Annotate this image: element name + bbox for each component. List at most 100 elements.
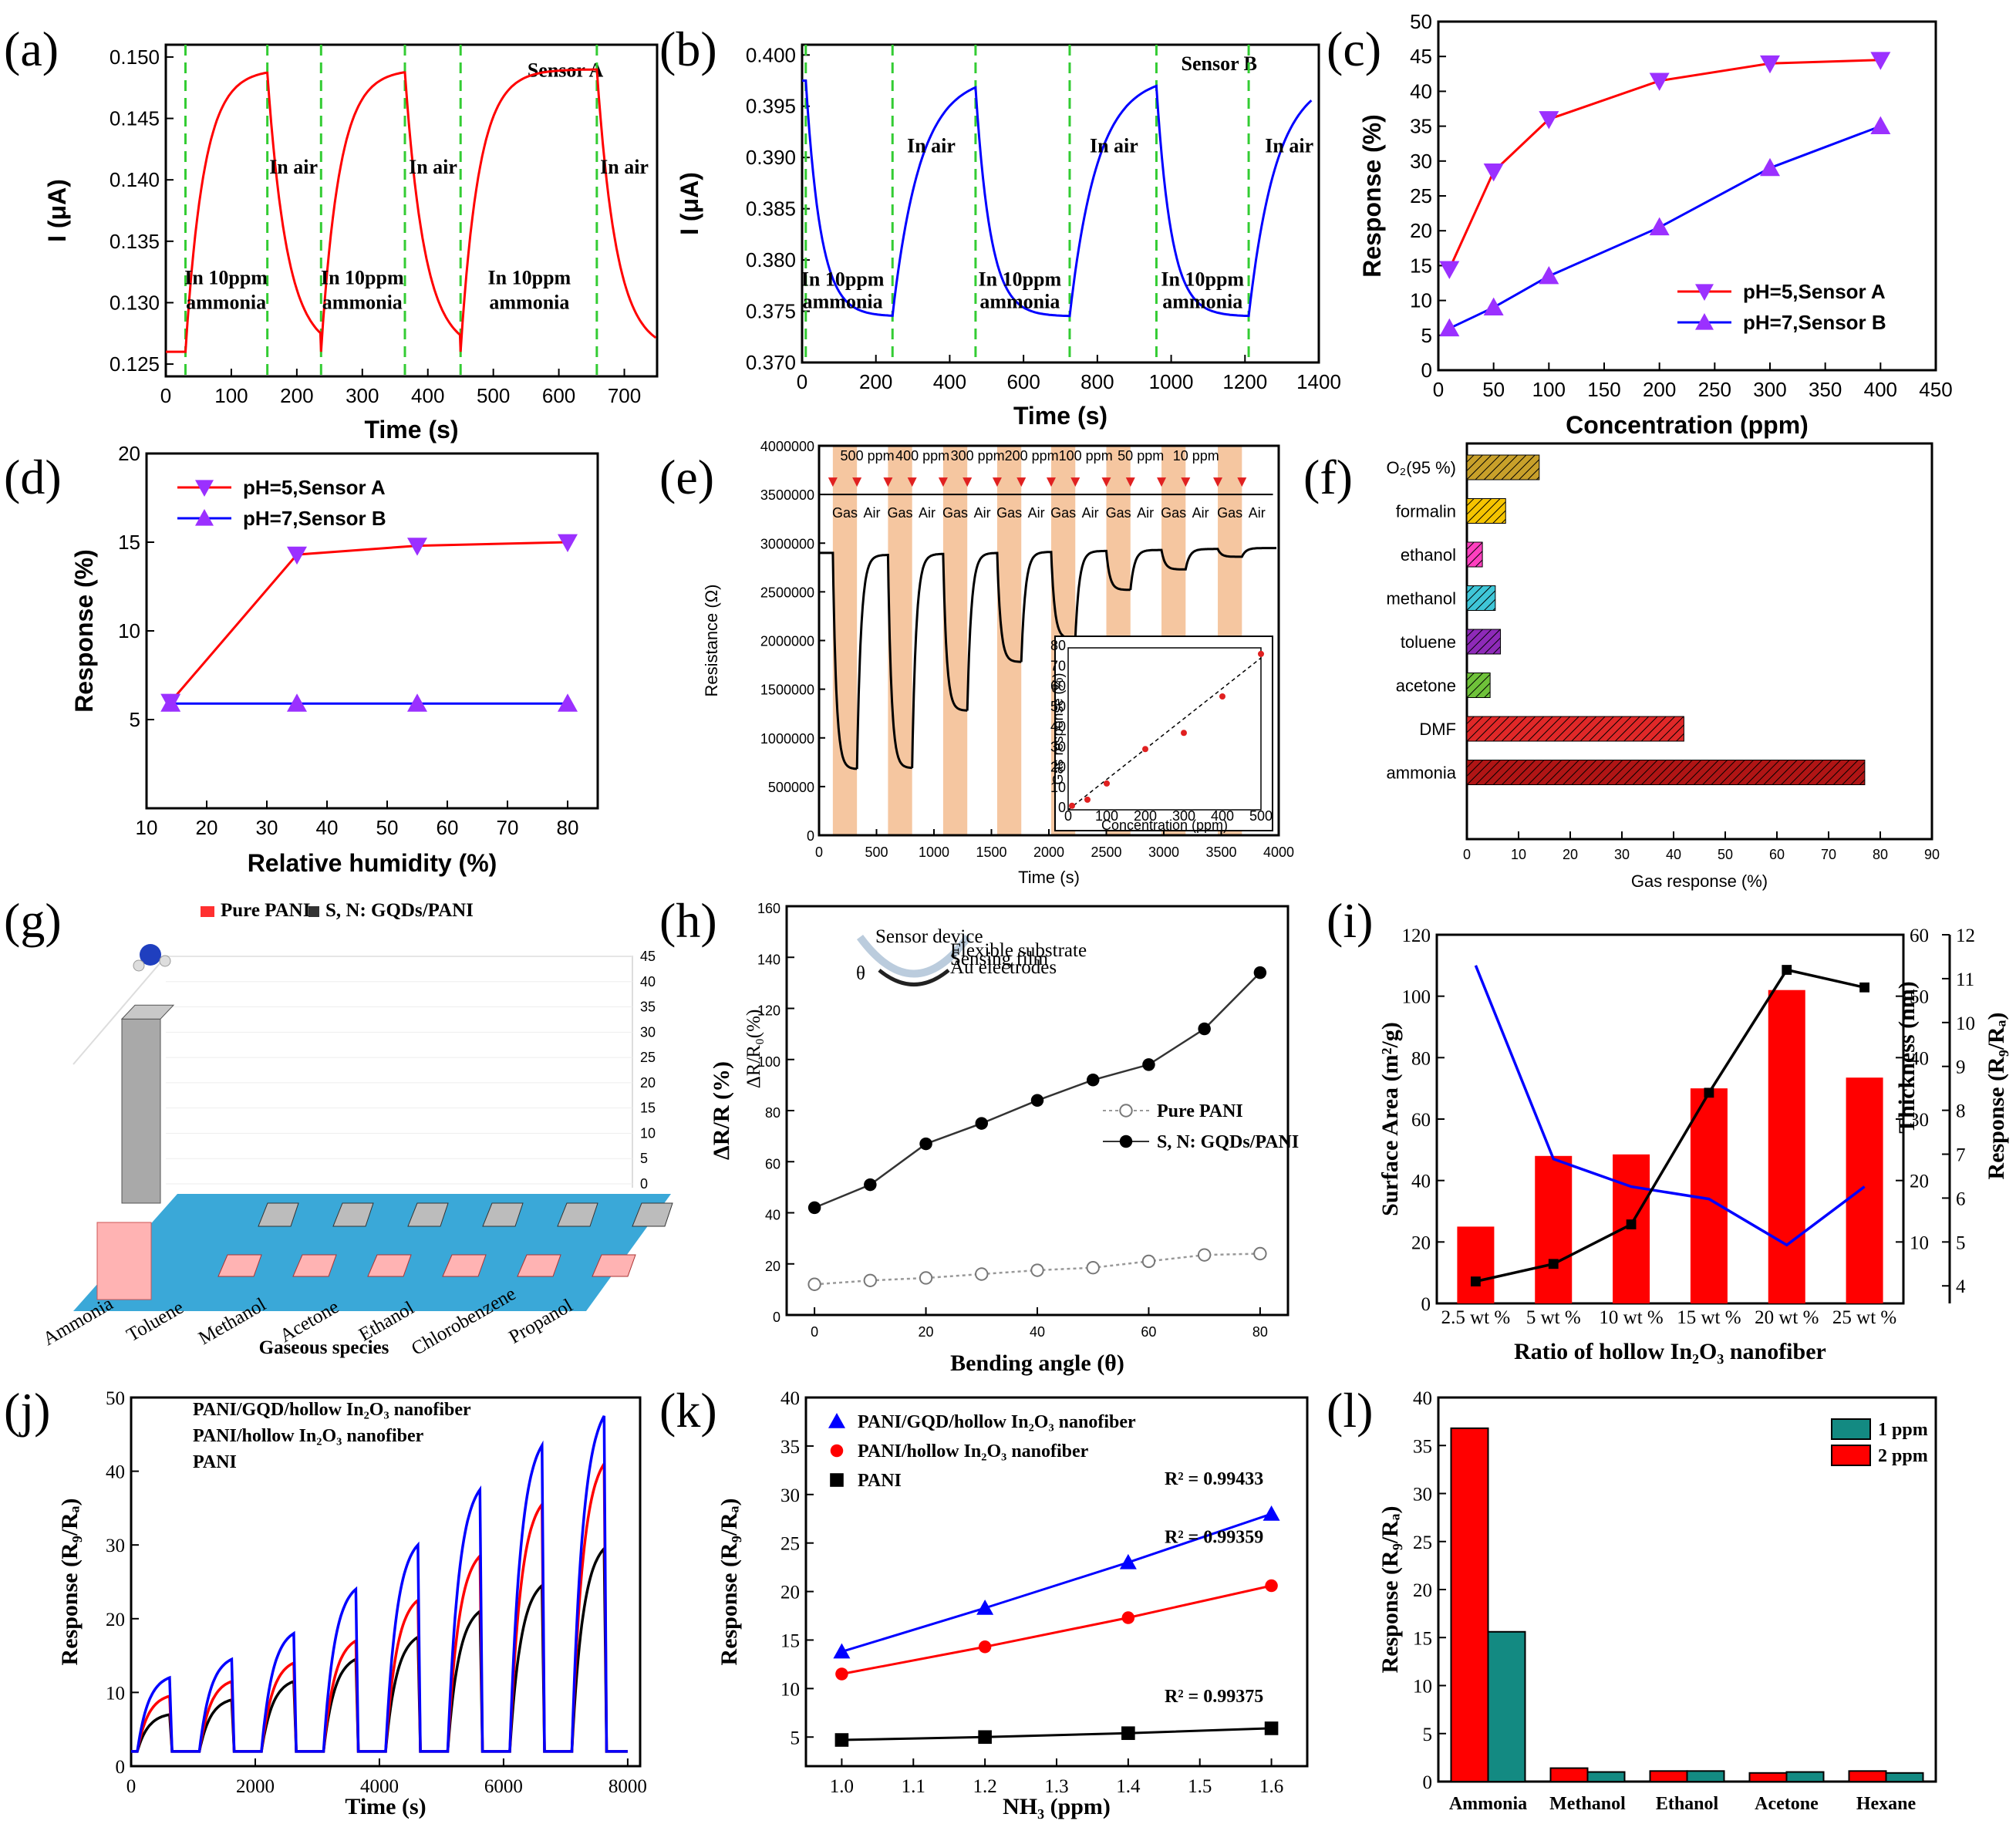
- panel-label-k: (k): [659, 1383, 717, 1438]
- y-tick-label-k: 15: [780, 1630, 800, 1651]
- data-point-h: [1197, 1248, 1212, 1262]
- data-point-c: [1649, 217, 1670, 236]
- y-tick-label-k: 30: [780, 1485, 800, 1506]
- x-tick-label-j: 8000: [609, 1776, 647, 1797]
- data-point-k: [978, 1640, 992, 1654]
- annotation-b: In air: [1265, 135, 1313, 157]
- h-atom-icon: [133, 959, 145, 972]
- panel-label-a: (a): [4, 22, 59, 76]
- bar-pani-ammonia-g: [96, 1222, 152, 1300]
- gqd-platform-g: [632, 1202, 673, 1227]
- data-point-c: [1483, 163, 1504, 182]
- data-point-h: [807, 1277, 821, 1291]
- annotation-b: In air: [907, 135, 956, 157]
- data-point-c: [1483, 297, 1504, 316]
- x-tick-label-c: 400: [1864, 378, 1897, 401]
- panel-label-g: (g): [4, 893, 62, 948]
- y3-tick-label-i: 5: [1956, 1232, 1966, 1253]
- bar-1ppm-l: [1586, 1771, 1626, 1783]
- y2-tick-label-i: 40: [1910, 1048, 1929, 1069]
- legend-swatch-l: [1831, 1445, 1871, 1466]
- x-tick-label-c: 150: [1587, 378, 1620, 401]
- data-point-h: [1086, 1074, 1100, 1087]
- x-tick-label-j: 4000: [360, 1776, 399, 1797]
- data-point-h: [1030, 1263, 1044, 1277]
- gas-step-label-e: Gas: [1161, 505, 1186, 521]
- data-point-h: [1198, 1022, 1211, 1036]
- data-point-k: [834, 1733, 849, 1747]
- annotation-a: In 10ppm: [184, 267, 268, 289]
- legend-marker-k: [830, 1473, 844, 1487]
- category-label-i: 25 wt %: [1832, 1307, 1896, 1328]
- x-tick-label-e: 4000: [1263, 845, 1294, 860]
- y2-tick-label-i: 50: [1910, 987, 1929, 1008]
- response-point-i: [1548, 1259, 1559, 1269]
- legend-marker-d: [195, 480, 214, 497]
- gas-step-label-e: Gas: [942, 505, 968, 521]
- resistance-line-e: [819, 547, 1276, 770]
- annotation-a: ammonia: [322, 291, 403, 313]
- legend-marker-h: [1119, 1104, 1133, 1118]
- x-tick-label-a: 300: [346, 384, 379, 407]
- inset-label-h: Flexible substrate: [950, 940, 1087, 961]
- pani-platform-g: [217, 1254, 262, 1277]
- y-tick-label-j: 10: [106, 1683, 125, 1704]
- bar-top-g: [120, 1004, 175, 1020]
- x-tick-label-d: 70: [497, 816, 519, 839]
- data-point-c: [1760, 55, 1780, 74]
- y-tick-label-e: 1000000: [760, 731, 814, 747]
- x-tick-label-f: 50: [1718, 847, 1733, 862]
- legend-swatch-l: [1831, 1418, 1871, 1440]
- category-label-i: 2.5 wt %: [1441, 1307, 1511, 1328]
- data-point-k: [1264, 1721, 1279, 1735]
- x-tick-label-f: 30: [1614, 847, 1630, 862]
- y-tick-label-b: 0.380: [746, 248, 796, 271]
- x-tick-label-e: 1000: [919, 845, 949, 860]
- category-label-f: ammonia: [1387, 764, 1457, 783]
- pani-platform-g: [517, 1254, 561, 1277]
- legend-label-d: pH=5,Sensor A: [243, 476, 386, 499]
- legend-marker-k: [828, 1413, 845, 1428]
- response-trace-j: [131, 1415, 628, 1753]
- category-label-f: DMF: [1419, 720, 1456, 739]
- inset-plot-frame-e: [1067, 647, 1262, 811]
- data-point-k: [835, 1667, 848, 1681]
- gqd-platform-g: [332, 1202, 374, 1227]
- panel-label-e: (e): [659, 450, 714, 504]
- category-label-f: O₂(95 %): [1387, 458, 1456, 477]
- chart-i: 0 20 40 60 80 100 120 10 20 30 40 50 60 4 5 6 7 8 9 10 11 12 2…: [1377, 925, 2009, 1364]
- gas-on-arrow-e: [1101, 477, 1111, 487]
- gas-step-label-e: Gas: [1217, 505, 1242, 521]
- data-point-d: [407, 538, 427, 556]
- current-line-a: [166, 68, 657, 353]
- inset-data-point-e: [1181, 730, 1187, 737]
- x-axis-label-c: Concentration (ppm): [1566, 411, 1809, 439]
- inset-label-h: Sensor device: [875, 926, 983, 947]
- y-tick-label-c: 50: [1410, 10, 1432, 33]
- annotation-b: In 10ppm: [801, 268, 885, 290]
- x-tick-label-b: 0: [797, 370, 807, 393]
- inset-frame-e: [1054, 636, 1273, 831]
- x-tick-label-d: 30: [256, 816, 278, 839]
- plot-frame-i: [1435, 933, 1905, 1305]
- y-axis-label-h: ΔR/R (%): [709, 1061, 734, 1160]
- y-tick-label-l: 5: [1423, 1725, 1433, 1745]
- legend-label-j: PANI: [193, 1452, 237, 1472]
- x-axis-label-j: Time (s): [345, 1794, 426, 1819]
- legend-label-j: PANI/hollow In₂O₃ nanofiber: [193, 1426, 424, 1446]
- gas-step-label-e: Gas: [888, 505, 913, 521]
- response-point-i: [1471, 1276, 1481, 1286]
- x-tick-label-b: 600: [1006, 370, 1040, 393]
- bar-2ppm-l: [1748, 1772, 1788, 1782]
- bar-surface-area-i: [1457, 1226, 1495, 1303]
- y3-tick-label-i: 10: [1956, 1013, 1975, 1034]
- chart-c: 0 50 100 150 200 250 300 350 400 450 0 5 10 15 20 25 30 3…: [1358, 10, 1953, 439]
- category-label-l: Methanol: [1549, 1794, 1626, 1814]
- y-tick-label-h: 20: [765, 1259, 780, 1274]
- gas-on-arrow-e: [1213, 477, 1223, 487]
- y-tick-label-c: 30: [1410, 150, 1432, 173]
- y-tick-label-l: 0: [1423, 1772, 1433, 1793]
- data-point-d: [287, 546, 307, 565]
- x-tick-label-k: 1.2: [973, 1776, 997, 1797]
- inset-x-tick-e: 400: [1211, 808, 1234, 824]
